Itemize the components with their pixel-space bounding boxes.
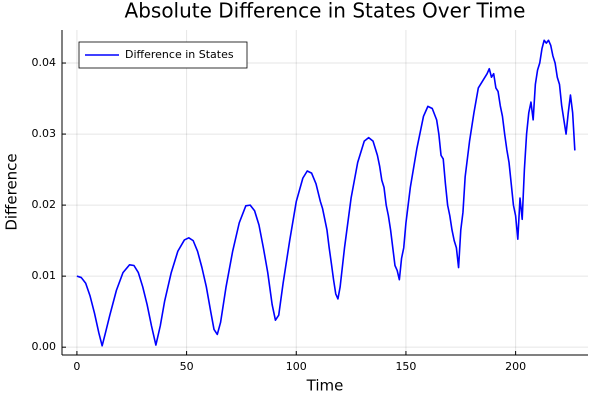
y-tick-label: 0.03 [32,127,57,140]
legend-label: Difference in States [125,48,234,61]
x-tick-label: 150 [395,360,416,373]
y-tick-label: 0.04 [32,56,57,69]
data-line [76,39,576,347]
y-tick-label: 0.00 [32,340,57,353]
y-tick-label: 0.02 [32,198,57,211]
chart-title: Absolute Difference in States Over Time [125,0,526,23]
x-tick-label: 100 [286,360,307,373]
y-tick-label: 0.01 [32,269,57,282]
x-tick-label: 0 [73,360,80,373]
x-axis-label: Time [306,377,344,395]
y-axis-label: Difference [3,153,21,230]
x-tick-label: 50 [180,360,194,373]
x-tick-label: 200 [505,360,526,373]
